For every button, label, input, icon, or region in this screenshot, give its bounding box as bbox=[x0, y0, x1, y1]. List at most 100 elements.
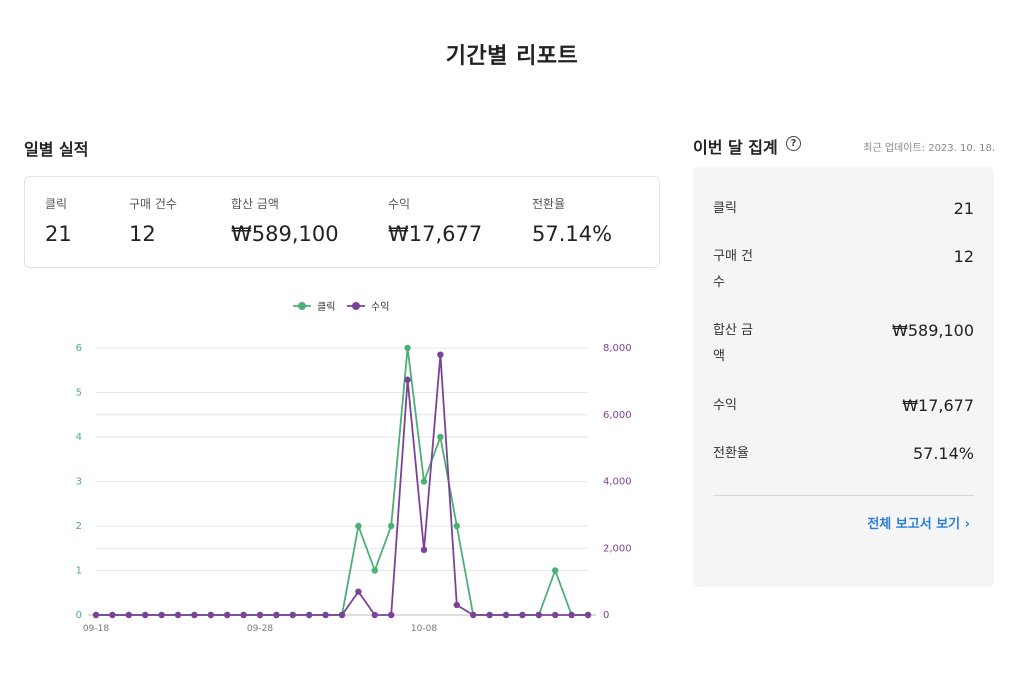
data-point-clicks bbox=[371, 567, 378, 574]
data-point-clicks bbox=[388, 522, 395, 530]
daily-stats-card: 클릭 21 구매 건수 12 합산 금액 ₩589,100 수익 ₩17,677… bbox=[24, 176, 660, 268]
summary-row-conversion-rate: 전환율 57.14% bbox=[713, 441, 974, 467]
data-point-revenue bbox=[453, 601, 460, 609]
data-point-revenue bbox=[420, 546, 428, 554]
stat-revenue: 수익 ₩17,677 bbox=[388, 195, 482, 246]
data-point-revenue bbox=[240, 611, 247, 619]
data-point-clicks bbox=[355, 522, 362, 530]
stat-label: 전환율 bbox=[532, 197, 566, 211]
summary-value: 12 bbox=[953, 247, 974, 266]
summary-row-total-amount: 합산 금액 ₩589,100 bbox=[713, 318, 974, 370]
data-point-revenue bbox=[125, 611, 132, 619]
stat-label: 수익 bbox=[388, 197, 411, 211]
data-point-revenue bbox=[338, 611, 346, 619]
data-point-revenue bbox=[355, 588, 362, 595]
data-point-clicks bbox=[552, 567, 559, 574]
x-tick-label: 09-28 bbox=[247, 624, 273, 634]
data-point-revenue bbox=[502, 611, 510, 619]
legend-swatch-dot bbox=[298, 302, 306, 310]
data-point-revenue bbox=[289, 611, 296, 619]
data-point-revenue bbox=[256, 611, 264, 619]
data-point-revenue bbox=[388, 611, 395, 619]
y-left-tick-label: 0 bbox=[76, 610, 82, 621]
y-right-tick-label: 4,000 bbox=[603, 477, 632, 488]
data-point-revenue bbox=[191, 611, 198, 619]
summary-row-clicks: 클릭 21 bbox=[713, 196, 974, 222]
last-updated-text: 최근 업데이트: 2023. 10. 18. bbox=[863, 143, 995, 154]
y-left-tick-label: 4 bbox=[76, 432, 82, 443]
monthly-summary-header: 이번 달 집계 ? 최근 업데이트: 2023. 10. 18. bbox=[693, 134, 995, 157]
data-point-revenue bbox=[486, 611, 493, 619]
stat-label: 구매 건수 bbox=[129, 197, 177, 211]
data-point-revenue bbox=[207, 611, 214, 619]
stat-label: 합산 금액 bbox=[231, 197, 279, 211]
y-right-tick-label: 2,000 bbox=[603, 543, 632, 554]
data-point-revenue bbox=[142, 611, 149, 619]
summary-label: 구매 건수 bbox=[713, 249, 754, 290]
data-point-revenue bbox=[92, 611, 100, 619]
stat-value: 57.14% bbox=[532, 222, 613, 246]
y-left-tick-label: 2 bbox=[76, 521, 82, 532]
stat-label: 클릭 bbox=[45, 197, 68, 211]
y-left-tick-label: 3 bbox=[76, 477, 82, 488]
data-point-revenue bbox=[158, 611, 165, 619]
summary-value: 21 bbox=[953, 199, 974, 218]
data-point-revenue bbox=[306, 611, 313, 619]
summary-value: 57.14% bbox=[912, 444, 974, 463]
legend-swatch-dot bbox=[352, 302, 360, 310]
y-right-tick-label: 6,000 bbox=[603, 410, 632, 421]
data-point-revenue bbox=[224, 611, 231, 619]
help-icon[interactable]: ? bbox=[786, 136, 801, 151]
summary-label: 클릭 bbox=[713, 201, 737, 216]
daily-performance-title: 일별 실적 bbox=[24, 140, 89, 159]
stat-value: ₩17,677 bbox=[388, 222, 483, 246]
data-point-revenue bbox=[273, 611, 280, 619]
data-point-revenue bbox=[519, 611, 526, 619]
y-right-tick-label: 0 bbox=[603, 610, 609, 621]
daily-chart: 0 1 2 3 4 5 6 0 2,000 4,000 6,000 8,000 09-18 09-28 10… bbox=[0, 290, 660, 650]
data-point-revenue bbox=[404, 376, 411, 383]
data-point-revenue bbox=[371, 611, 378, 619]
data-point-revenue bbox=[584, 611, 592, 619]
legend-label: 클릭 bbox=[317, 301, 335, 313]
stat-conversion-rate: 전환율 57.14% bbox=[532, 195, 612, 246]
summary-value: ₩17,677 bbox=[902, 396, 974, 415]
summary-row-revenue: 수익 ₩17,677 bbox=[713, 393, 974, 419]
summary-row-purchases: 구매 건수 12 bbox=[713, 244, 974, 296]
data-point-revenue bbox=[174, 611, 182, 619]
data-point-revenue bbox=[470, 611, 477, 619]
summary-label: 수익 bbox=[713, 398, 737, 413]
x-tick-label: 09-18 bbox=[83, 624, 109, 634]
data-point-clicks bbox=[420, 478, 428, 485]
y-left-tick-label: 5 bbox=[76, 388, 82, 399]
legend-label: 수익 bbox=[371, 301, 389, 313]
stat-total-amount: 합산 금액 ₩589,100 bbox=[231, 195, 339, 246]
x-tick-label: 10-08 bbox=[411, 624, 437, 634]
monthly-summary-panel: 클릭 21 구매 건수 12 합산 금액 ₩589,100 수익 ₩17,677… bbox=[693, 167, 994, 587]
stat-purchases: 구매 건수 12 bbox=[129, 195, 177, 246]
data-point-revenue bbox=[535, 611, 542, 619]
summary-value: ₩589,100 bbox=[892, 321, 974, 340]
series-line-revenue bbox=[96, 353, 588, 616]
summary-divider bbox=[713, 495, 974, 496]
page-title: 기간별 리포트 bbox=[445, 44, 579, 69]
stat-value: 12 bbox=[129, 222, 156, 246]
stat-value: ₩589,100 bbox=[231, 222, 339, 246]
data-point-clicks bbox=[453, 522, 460, 530]
y-left-tick-label: 1 bbox=[76, 566, 82, 577]
data-point-revenue bbox=[322, 611, 329, 619]
data-point-clicks bbox=[437, 433, 444, 441]
data-point-revenue bbox=[109, 611, 116, 619]
data-point-revenue bbox=[552, 611, 559, 619]
summary-label: 합산 금액 bbox=[713, 323, 754, 364]
monthly-summary-title: 이번 달 집계 bbox=[693, 138, 778, 157]
stat-value: 21 bbox=[45, 222, 72, 246]
daily-line-chart: 0 1 2 3 4 5 6 0 2,000 4,000 6,000 8,000 09-18 09-28 10… bbox=[76, 301, 632, 634]
data-point-revenue bbox=[437, 351, 444, 358]
full-report-link[interactable]: 전체 보고서 보기 › bbox=[867, 517, 970, 532]
y-left-tick-label: 6 bbox=[76, 343, 82, 354]
summary-label: 전환율 bbox=[713, 446, 749, 461]
y-right-tick-label: 8,000 bbox=[603, 343, 632, 354]
data-point-revenue bbox=[568, 611, 575, 619]
data-point-clicks bbox=[404, 344, 411, 352]
